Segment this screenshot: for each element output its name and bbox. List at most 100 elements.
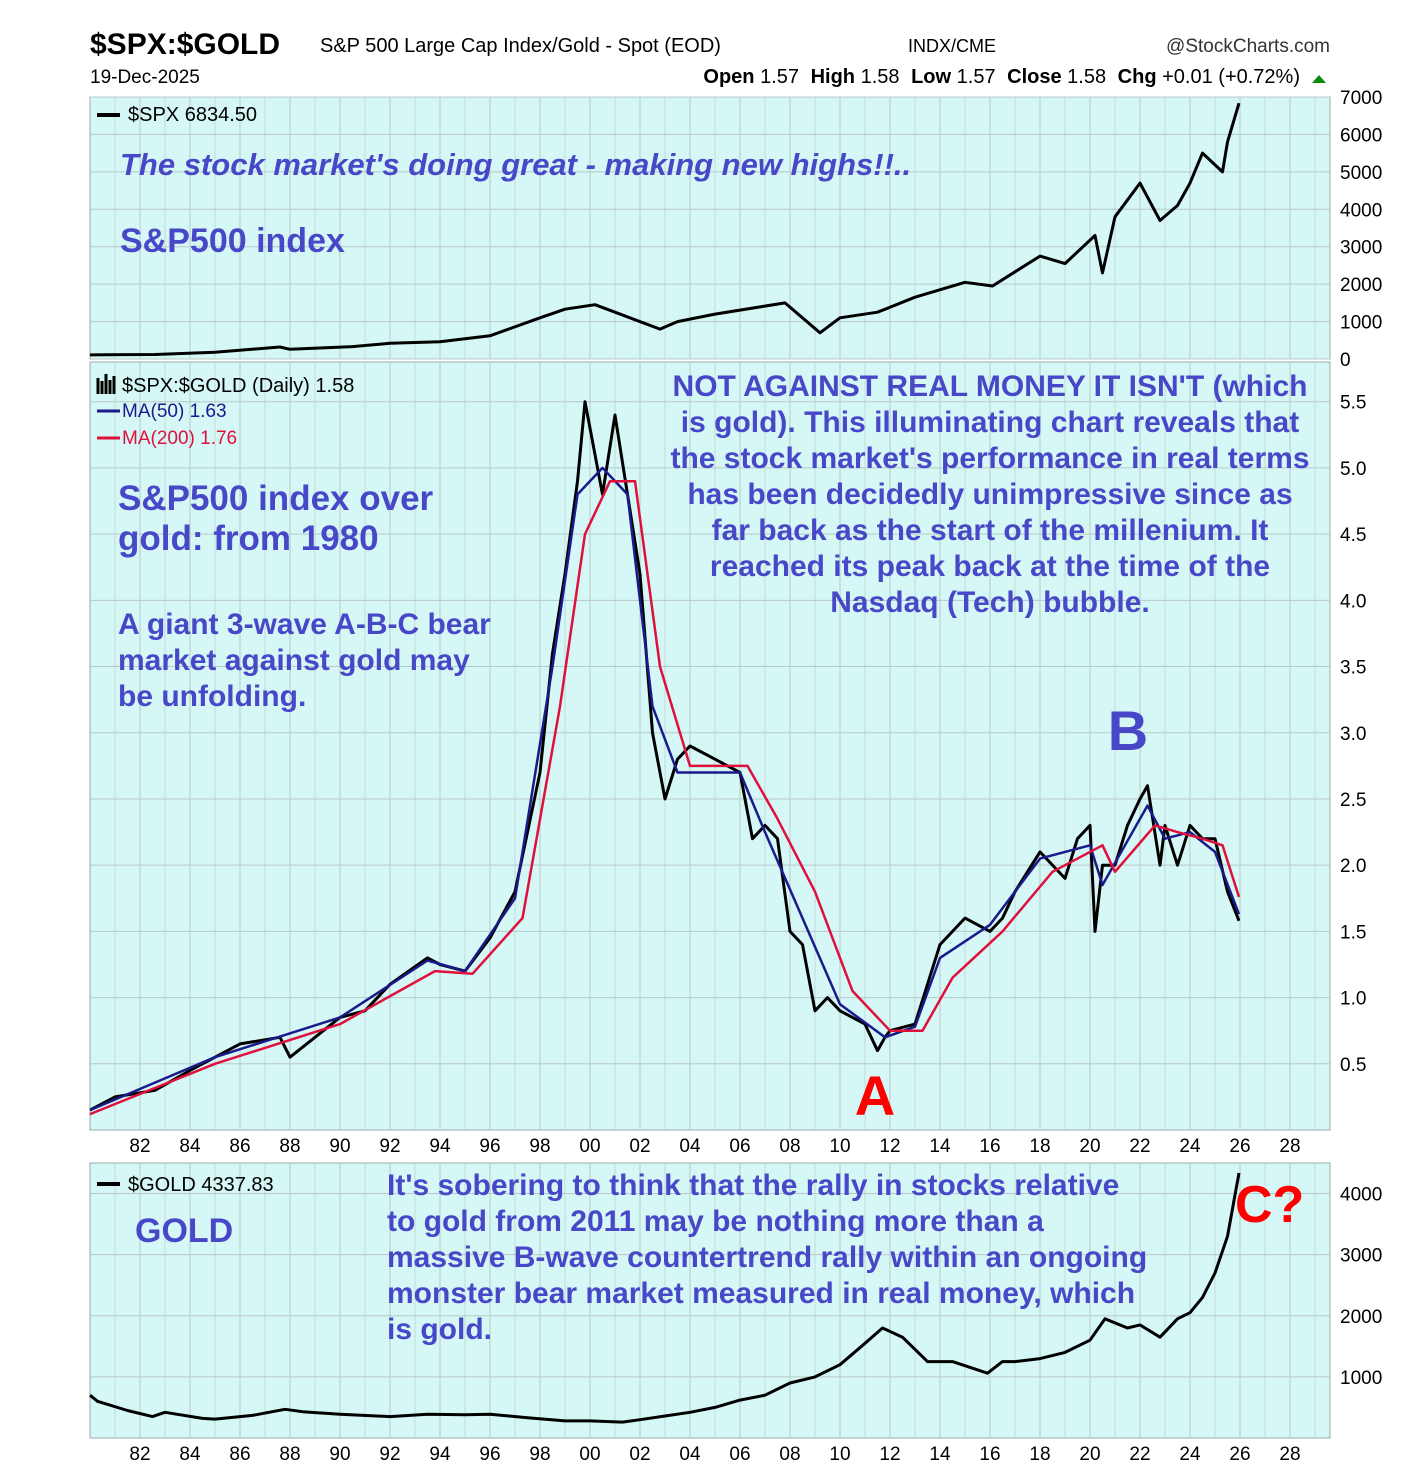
x-tick-label: 08 bbox=[779, 1136, 800, 1157]
x-tick-label: 20 bbox=[1079, 1444, 1100, 1465]
y-tick-label: 4.0 bbox=[1340, 591, 1366, 612]
chart-description: S&P 500 Large Cap Index/Gold - Spot (EOD… bbox=[320, 35, 721, 57]
x-tick-label: 86 bbox=[229, 1444, 250, 1465]
x-tick-label: 12 bbox=[879, 1444, 900, 1465]
ma200-legend: MA(200) 1.76 bbox=[122, 428, 237, 449]
y-tick-label: 0.5 bbox=[1340, 1055, 1366, 1076]
x-tick-label: 24 bbox=[1179, 1444, 1201, 1465]
top-annotation-title: The stock market's doing great - making … bbox=[120, 147, 911, 182]
ma50-line bbox=[89, 466, 1241, 1112]
bottom-annotation-text: It's sobering to think that the rally in… bbox=[387, 1169, 1147, 1346]
open-label: Open bbox=[703, 66, 754, 88]
x-tick-label: 14 bbox=[929, 1444, 951, 1465]
x-tick-label: 86 bbox=[229, 1136, 250, 1157]
x-tick-label: 84 bbox=[179, 1444, 201, 1465]
axis-layer: 010002000300040005000600070000.51.01.52.… bbox=[129, 88, 1382, 1465]
y-tick-label: 2.5 bbox=[1340, 790, 1366, 811]
x-tick-label: 26 bbox=[1229, 1444, 1250, 1465]
y-tick-label: 5.5 bbox=[1340, 393, 1366, 414]
x-tick-label: 04 bbox=[679, 1444, 701, 1465]
y-tick-label: 6000 bbox=[1340, 125, 1382, 146]
y-tick-label: 1.0 bbox=[1340, 989, 1366, 1010]
y-tick-label: 2000 bbox=[1340, 275, 1382, 296]
gold-line bbox=[89, 1172, 1241, 1424]
wave-a-label: A bbox=[855, 1064, 895, 1127]
y-tick-label: 0 bbox=[1340, 350, 1351, 371]
x-tick-label: 82 bbox=[129, 1444, 150, 1465]
y-tick-label: 4000 bbox=[1340, 200, 1382, 221]
x-tick-label: 16 bbox=[979, 1136, 1000, 1157]
bottom-legend: $GOLD 4337.83 bbox=[128, 1174, 274, 1196]
x-tick-label: 82 bbox=[129, 1136, 150, 1157]
x-tick-label: 14 bbox=[929, 1136, 951, 1157]
x-tick-label: 28 bbox=[1279, 1444, 1300, 1465]
low-value: 1.57 bbox=[957, 66, 996, 88]
ohlc-readout: Open 1.57 High 1.58 Low 1.57 Close 1.58 … bbox=[703, 66, 1300, 88]
y-tick-label: 2000 bbox=[1340, 1307, 1382, 1328]
chart-symbol: $SPX:$GOLD bbox=[90, 28, 280, 61]
y-tick-label: 3.0 bbox=[1340, 724, 1366, 745]
wave-c-label: C? bbox=[1235, 1176, 1304, 1234]
y-tick-label: 1000 bbox=[1340, 1368, 1382, 1389]
x-tick-label: 96 bbox=[479, 1444, 500, 1465]
x-tick-label: 00 bbox=[579, 1136, 600, 1157]
x-tick-label: 98 bbox=[529, 1444, 550, 1465]
x-tick-label: 06 bbox=[729, 1136, 750, 1157]
x-tick-label: 24 bbox=[1179, 1136, 1201, 1157]
y-tick-label: 1000 bbox=[1340, 313, 1382, 334]
x-tick-label: 90 bbox=[329, 1444, 350, 1465]
x-tick-label: 18 bbox=[1029, 1444, 1050, 1465]
open-value: 1.57 bbox=[760, 66, 799, 88]
x-tick-label: 94 bbox=[429, 1444, 451, 1465]
close-value: 1.58 bbox=[1067, 66, 1106, 88]
chart-exchange: INDX/CME bbox=[908, 36, 996, 56]
x-tick-label: 04 bbox=[679, 1136, 701, 1157]
chg-label: Chg bbox=[1118, 66, 1157, 88]
x-tick-label: 16 bbox=[979, 1444, 1000, 1465]
middle-legend-main: $SPX:$GOLD (Daily) 1.58 bbox=[122, 375, 354, 397]
bottom-panel bbox=[89, 1162, 1331, 1439]
y-tick-label: 2.0 bbox=[1340, 856, 1366, 877]
middle-legend-icon bbox=[96, 374, 116, 394]
y-tick-label: 5000 bbox=[1340, 163, 1382, 184]
y-tick-label: 5.0 bbox=[1340, 459, 1366, 480]
middle-annotation-abc: A giant 3-wave A-B-C bear market against … bbox=[118, 608, 491, 713]
up-arrow-icon bbox=[1312, 75, 1326, 83]
ma200-line bbox=[89, 479, 1241, 1116]
y-tick-label: 3000 bbox=[1340, 238, 1382, 259]
x-tick-label: 88 bbox=[279, 1444, 300, 1465]
y-tick-label: 4.5 bbox=[1340, 525, 1366, 546]
spx-gold-ratio-line bbox=[89, 400, 1241, 1112]
x-tick-label: 28 bbox=[1279, 1136, 1300, 1157]
x-tick-label: 90 bbox=[329, 1136, 350, 1157]
low-label: Low bbox=[911, 66, 951, 88]
x-tick-label: 18 bbox=[1029, 1136, 1050, 1157]
ma50-legend: MA(50) 1.63 bbox=[122, 401, 227, 422]
x-tick-label: 84 bbox=[179, 1136, 201, 1157]
chg-value: +0.01 (+0.72%) bbox=[1162, 66, 1300, 88]
x-tick-label: 02 bbox=[629, 1444, 650, 1465]
x-tick-label: 22 bbox=[1129, 1136, 1150, 1157]
x-tick-label: 26 bbox=[1229, 1136, 1250, 1157]
middle-annotation-right: NOT AGAINST REAL MONEY IT ISN'T (which is… bbox=[670, 370, 1309, 619]
spx-line bbox=[89, 102, 1241, 357]
y-tick-label: 3000 bbox=[1340, 1246, 1382, 1267]
x-tick-label: 92 bbox=[379, 1444, 400, 1465]
x-tick-label: 20 bbox=[1079, 1136, 1100, 1157]
x-tick-label: 12 bbox=[879, 1136, 900, 1157]
x-tick-label: 08 bbox=[779, 1444, 800, 1465]
middle-panel bbox=[89, 361, 1331, 1131]
top-legend: $SPX 6834.50 bbox=[128, 104, 257, 126]
middle-annotation-title: S&P500 index over gold: from 1980 bbox=[118, 479, 434, 558]
x-tick-label: 10 bbox=[829, 1136, 850, 1157]
x-tick-label: 94 bbox=[429, 1136, 451, 1157]
series-layer bbox=[89, 102, 1241, 1424]
wave-b-label: B bbox=[1108, 699, 1148, 762]
x-tick-label: 88 bbox=[279, 1136, 300, 1157]
x-tick-label: 92 bbox=[379, 1136, 400, 1157]
bottom-annotation-label: GOLD bbox=[135, 1212, 233, 1250]
high-value: 1.58 bbox=[861, 66, 900, 88]
x-tick-label: 06 bbox=[729, 1444, 750, 1465]
